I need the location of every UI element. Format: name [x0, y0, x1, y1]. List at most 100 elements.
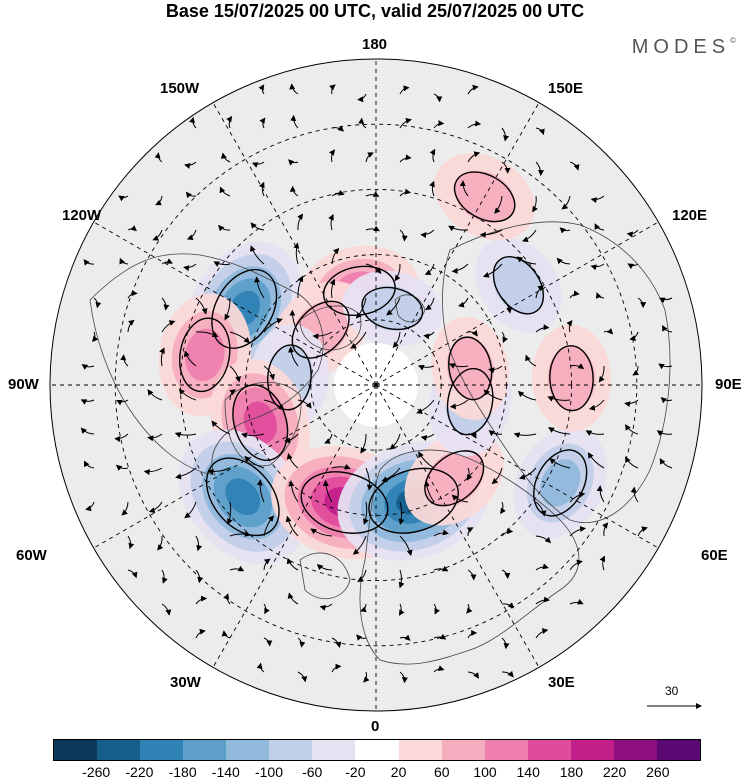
wind-arrow	[297, 399, 312, 409]
wind-arrow	[263, 558, 271, 571]
wind-arrow	[501, 331, 509, 344]
contour-high-130w	[291, 300, 350, 359]
wind-arrow	[630, 486, 639, 503]
wind-arrow	[569, 363, 585, 370]
contour-high-150e	[453, 171, 516, 223]
wind-arrow	[195, 535, 203, 552]
wind-arrow	[398, 501, 405, 525]
wind-arrow	[517, 390, 537, 401]
wind-arrow	[355, 297, 367, 319]
wind-arrow	[424, 263, 435, 275]
wind-arrow	[127, 319, 135, 333]
anomaly-low-170e	[362, 285, 423, 332]
wind-arrow	[152, 229, 163, 241]
wind-arrow	[226, 115, 233, 129]
wind-arrow	[186, 229, 197, 240]
wind-arrow	[290, 114, 299, 129]
meridian-line	[375, 384, 659, 549]
wind-arrow	[603, 328, 614, 335]
colorbar-tick-label: -60	[302, 764, 323, 780]
wind-arrow	[417, 364, 435, 371]
wind-arrow	[322, 479, 333, 503]
wind-arrow	[569, 491, 586, 503]
wind-arrow	[155, 195, 163, 206]
wind-arrow	[263, 603, 270, 615]
wind-arrow	[360, 603, 367, 613]
lon-label-90w: 90W	[8, 376, 39, 393]
wind-arrow	[127, 569, 138, 579]
wind-arrow	[594, 223, 605, 231]
wind-arrow	[185, 191, 197, 199]
wind-arrow	[147, 433, 163, 442]
wind-arrow	[297, 213, 304, 231]
wind-arrow	[161, 297, 170, 311]
wind-arrow	[535, 501, 547, 517]
wind-arrow	[547, 396, 571, 402]
wind-arrow	[184, 161, 197, 169]
wind-arrow	[358, 117, 367, 129]
colorbar-tick-label: 220	[602, 764, 627, 780]
wind-arrow	[595, 292, 605, 299]
wind-arrow	[331, 463, 351, 470]
wind-arrow	[598, 365, 605, 383]
wind-arrow	[433, 665, 445, 673]
wind-arrow	[433, 529, 449, 537]
colorbar-tick-label: 20	[390, 764, 407, 780]
wind-arrow	[356, 634, 367, 641]
wind-arrow	[365, 191, 380, 197]
wind-arrow	[451, 494, 469, 503]
wind-arrow	[566, 319, 573, 333]
wind-arrow	[213, 261, 231, 267]
colorbar	[53, 739, 701, 761]
wind-arrow	[535, 161, 545, 177]
reference-arrow-icon	[647, 703, 702, 709]
wind-arrow	[625, 456, 639, 469]
lon-label-30e: 30E	[548, 674, 575, 691]
wind-arrow	[83, 259, 95, 266]
wind-arrow	[535, 324, 550, 333]
contour-low-170e	[361, 286, 424, 331]
wind-arrow	[535, 127, 545, 136]
wind-arrow	[500, 501, 506, 515]
wind-arrow	[398, 569, 405, 589]
contour-high-40e	[424, 450, 485, 507]
wind-arrow	[381, 467, 401, 483]
wind-arrow	[659, 297, 673, 304]
wind-arrow	[324, 433, 333, 444]
wind-arrow	[331, 125, 344, 132]
wind-arrow	[331, 189, 345, 197]
wind-arrow	[501, 161, 511, 174]
wind-arrow	[632, 365, 640, 376]
wind-arrow	[590, 195, 605, 204]
wind-arrow	[433, 603, 440, 615]
wind-arrow	[588, 399, 605, 411]
wind-arrow	[659, 458, 673, 469]
wind-arrow	[449, 399, 469, 410]
wind-arrow	[467, 84, 479, 95]
colorbar-tick-label: -260	[82, 764, 111, 780]
wind-arrow	[479, 229, 503, 238]
wind-arrow	[425, 297, 435, 310]
wind-arrow	[229, 331, 250, 344]
wind-arrow	[161, 258, 173, 265]
wind-arrow	[467, 432, 477, 439]
wind-arrow	[331, 637, 342, 649]
wind-arrow	[161, 603, 172, 616]
wind-arrow	[195, 297, 208, 315]
map-title: Base 15/07/2025 00 UTC, valid 25/07/2025…	[165, 1, 585, 21]
contour-low-55w	[205, 457, 280, 537]
wind-arrow	[183, 263, 197, 272]
colorbar-swatch	[527, 740, 571, 760]
wind-arrow	[312, 331, 333, 340]
wind-arrow	[161, 320, 176, 333]
wind-arrow	[310, 528, 333, 537]
reference-vector-value: 30	[665, 684, 679, 698]
contour-low-80e	[446, 367, 494, 436]
wind-arrow	[195, 628, 206, 639]
wind-arrow	[637, 526, 648, 537]
anomaly-high-90e-mid	[547, 346, 596, 411]
colorbar-tick-label: 260	[646, 764, 670, 780]
wind-arrow	[259, 117, 266, 129]
wind-arrow	[121, 501, 129, 516]
wind-arrow	[532, 195, 538, 213]
